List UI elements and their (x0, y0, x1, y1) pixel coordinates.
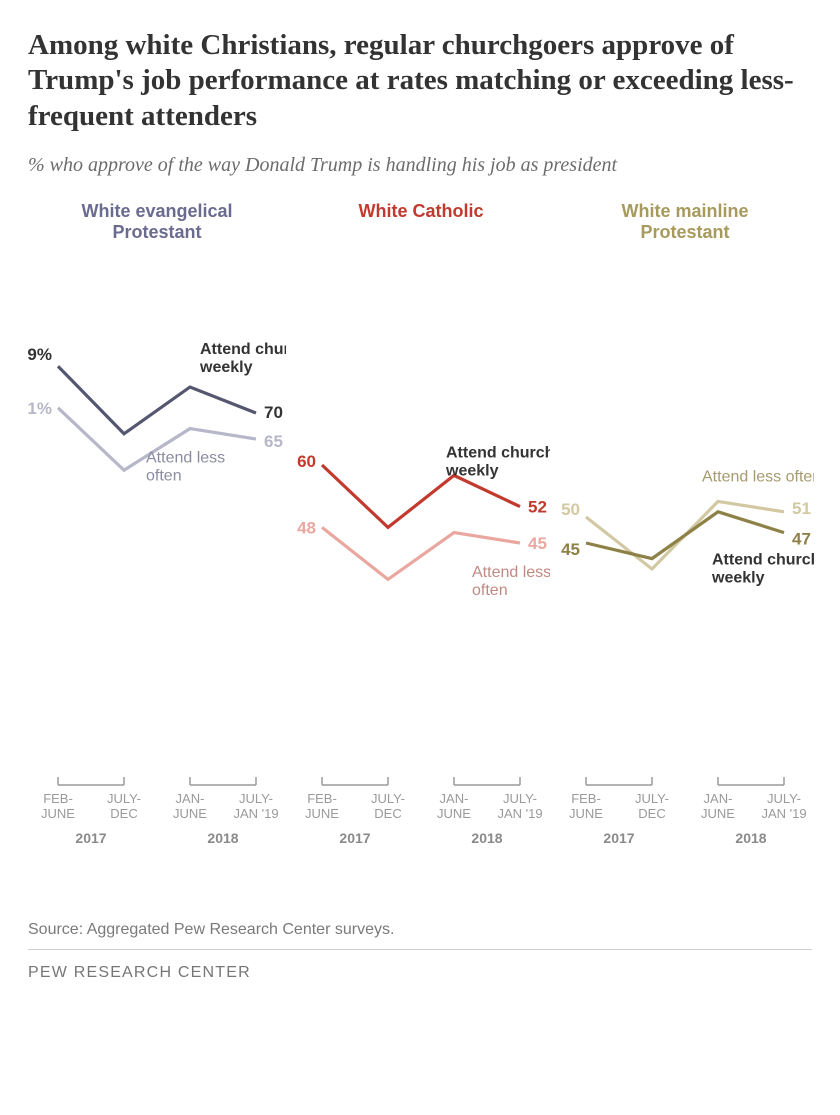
chart-panel-catholic: White CatholicFEB-JUNEJULY-DECJAN-JUNEJU… (292, 201, 550, 881)
svg-text:JAN '19: JAN '19 (233, 806, 278, 821)
panel-title-evangelical: White evangelicalProtestant (28, 201, 286, 245)
anno-weekly: weekly (445, 463, 499, 480)
svg-text:JAN-: JAN- (176, 791, 205, 806)
chart-title: Among white Christians, regular churchgo… (28, 28, 812, 134)
svg-text:JAN '19: JAN '19 (761, 806, 806, 821)
label-weekly-end: 70 (264, 403, 283, 422)
panel-title-mainline: White mainlineProtestant (556, 201, 814, 245)
svg-text:DEC: DEC (110, 806, 137, 821)
label-weekly-start: 45 (561, 540, 580, 559)
anno-less: Attend less (146, 450, 225, 467)
anno-weekly: Attend church (200, 341, 286, 358)
chart-subtitle: % who approve of the way Donald Trump is… (28, 152, 812, 179)
series-weekly-evangelical (58, 366, 256, 434)
svg-text:JUNE: JUNE (437, 806, 471, 821)
source-note: Source: Aggregated Pew Research Center s… (28, 921, 812, 939)
panel-title-catholic: White Catholic (292, 201, 550, 245)
svg-text:JUNE: JUNE (173, 806, 207, 821)
chart-panel-evangelical: White evangelicalProtestantFEB-JUNEJULY-… (28, 201, 286, 881)
anno-less: Attend less (472, 564, 550, 581)
svg-text:2017: 2017 (75, 830, 106, 846)
svg-text:JULY-: JULY- (371, 791, 405, 806)
label-less-start: 71% (28, 399, 52, 418)
label-less-end: 51 (792, 499, 811, 518)
anno-weekly: weekly (199, 359, 253, 376)
label-less-start: 50 (561, 500, 580, 519)
label-weekly-start: 60 (297, 452, 316, 471)
chart-svg-mainline: FEB-JUNEJULY-DECJAN-JUNEJULY-JAN '192017… (556, 251, 814, 881)
svg-text:2018: 2018 (735, 830, 766, 846)
chart-panel-mainline: White mainlineProtestantFEB-JUNEJULY-DEC… (556, 201, 814, 881)
svg-text:JULY-: JULY- (635, 791, 669, 806)
label-weekly-end: 47 (792, 530, 811, 549)
svg-text:JAN-: JAN- (704, 791, 733, 806)
divider-line (28, 949, 812, 950)
label-less-end: 45 (528, 534, 547, 553)
footer-attribution: PEW RESEARCH CENTER (28, 964, 812, 982)
svg-text:JAN '19: JAN '19 (497, 806, 542, 821)
label-less-start: 48 (297, 519, 316, 538)
svg-text:JULY-: JULY- (767, 791, 801, 806)
label-less-end: 65 (264, 432, 283, 451)
anno-weekly: Attend church (712, 552, 814, 569)
anno-weekly: weekly (711, 570, 765, 587)
svg-text:FEB-: FEB- (43, 791, 73, 806)
svg-text:2017: 2017 (603, 830, 634, 846)
chart-svg-evangelical: FEB-JUNEJULY-DECJAN-JUNEJULY-JAN '192017… (28, 251, 286, 881)
svg-text:JUNE: JUNE (41, 806, 75, 821)
chart-svg-catholic: FEB-JUNEJULY-DECJAN-JUNEJULY-JAN '192017… (292, 251, 550, 881)
svg-text:JUNE: JUNE (305, 806, 339, 821)
anno-less: often (472, 582, 508, 599)
anno-weekly: Attend church (446, 445, 550, 462)
label-weekly-start: 79% (28, 345, 52, 364)
svg-text:FEB-: FEB- (571, 791, 601, 806)
svg-text:2018: 2018 (207, 830, 238, 846)
anno-less: Attend less often (702, 469, 814, 486)
svg-text:2018: 2018 (471, 830, 502, 846)
svg-text:2017: 2017 (339, 830, 370, 846)
charts-container: White evangelicalProtestantFEB-JUNEJULY-… (28, 201, 812, 881)
svg-text:JUNE: JUNE (569, 806, 603, 821)
svg-text:JULY-: JULY- (107, 791, 141, 806)
svg-text:JAN-: JAN- (440, 791, 469, 806)
svg-text:DEC: DEC (374, 806, 401, 821)
anno-less: often (146, 468, 182, 485)
label-weekly-end: 52 (528, 498, 547, 517)
svg-text:JULY-: JULY- (239, 791, 273, 806)
svg-text:JUNE: JUNE (701, 806, 735, 821)
svg-text:FEB-: FEB- (307, 791, 337, 806)
svg-text:DEC: DEC (638, 806, 665, 821)
svg-text:JULY-: JULY- (503, 791, 537, 806)
